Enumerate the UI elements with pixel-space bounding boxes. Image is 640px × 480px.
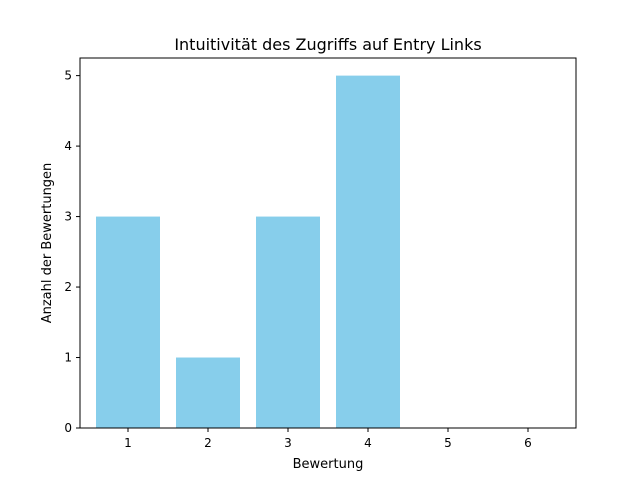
plot-area-frame [79, 57, 577, 429]
x-tick-label: 4 [364, 436, 372, 450]
bar-2 [176, 357, 240, 428]
y-axis-ticks: 0 1 2 3 4 5 [64, 69, 80, 435]
x-tick-label: 1 [124, 436, 132, 450]
bar-3 [256, 216, 320, 428]
x-tick-label: 2 [204, 436, 212, 450]
y-axis-label: Anzahl der Bewertungen [40, 163, 55, 324]
y-tick-label: 4 [64, 139, 72, 153]
x-tick-label: 5 [444, 436, 452, 450]
x-axis-ticks: 1 2 3 4 5 6 [124, 428, 532, 450]
y-tick-label: 5 [64, 69, 72, 83]
x-tick-label: 6 [524, 436, 532, 450]
bar-1 [96, 216, 160, 428]
x-tick-label: 3 [284, 436, 292, 450]
x-axis-label: Bewertung [293, 457, 364, 472]
bar-4 [336, 75, 400, 429]
y-tick-label: 0 [64, 421, 72, 435]
y-tick-label: 1 [64, 351, 72, 365]
chart-title: Intuitivität des Zugriffs auf Entry Link… [174, 35, 481, 54]
y-tick-label: 3 [64, 210, 72, 224]
bars-group [96, 75, 400, 429]
y-tick-label: 2 [64, 280, 72, 294]
